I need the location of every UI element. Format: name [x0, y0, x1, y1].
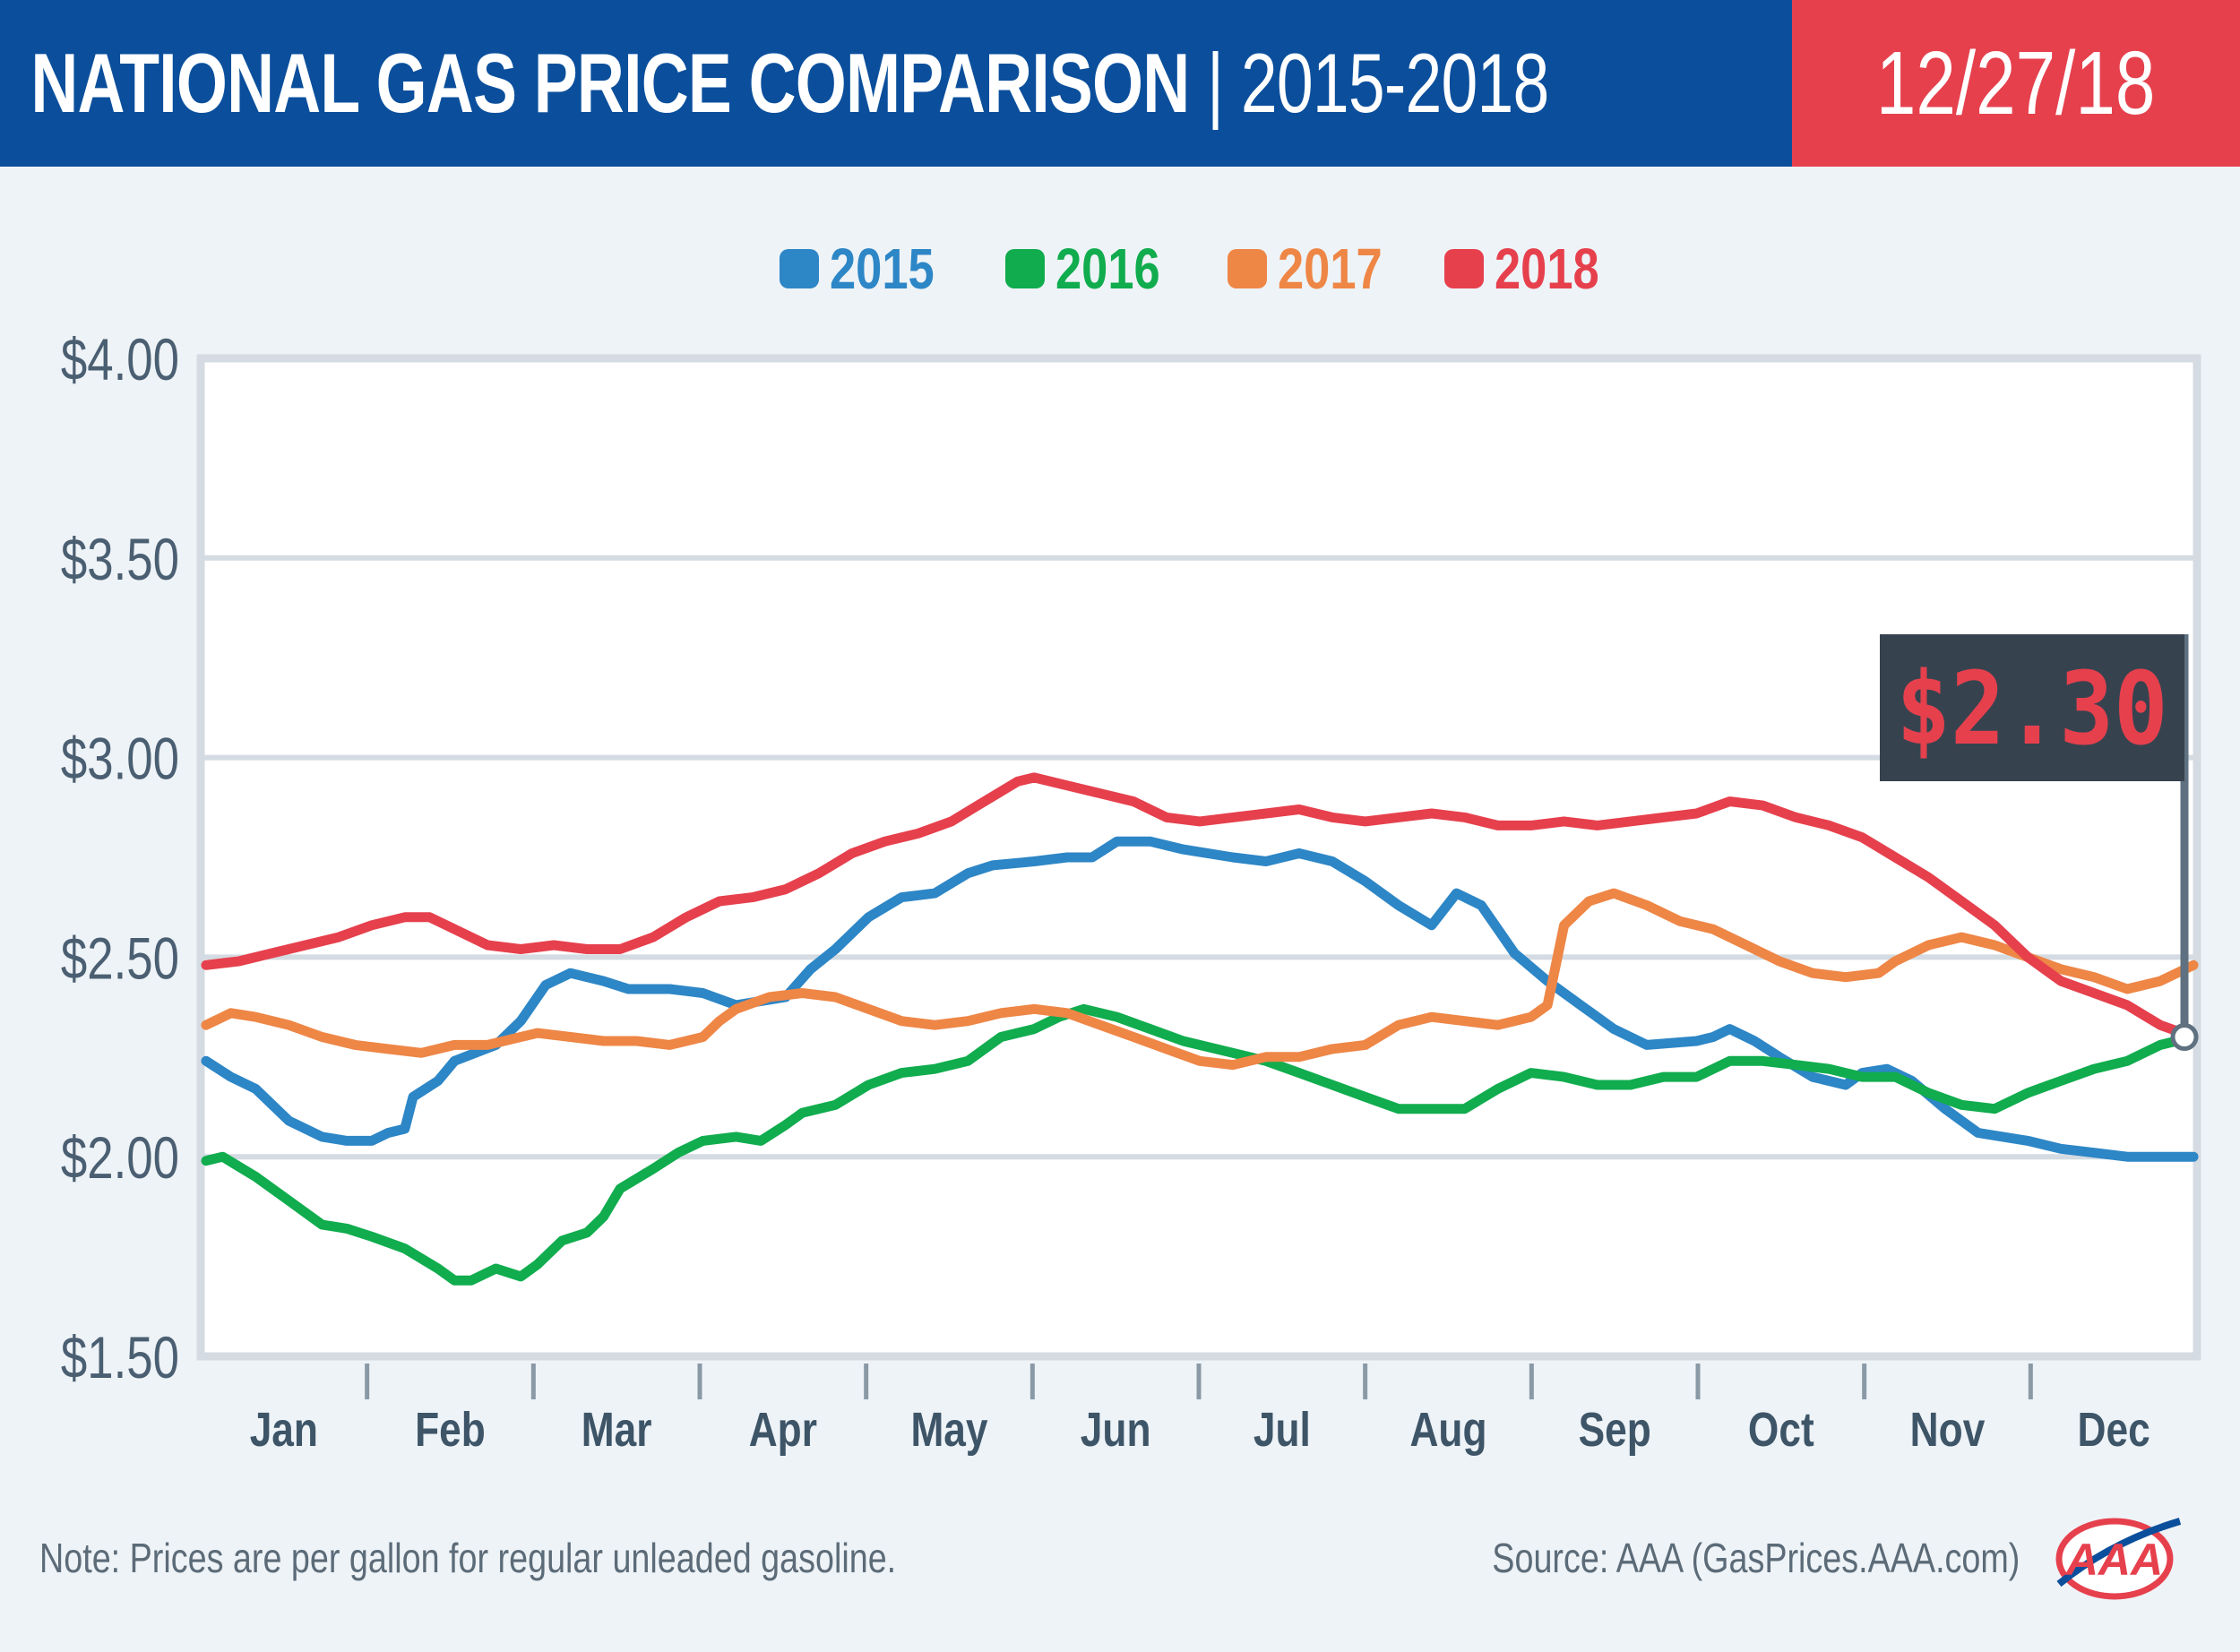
- title-main: NATIONAL GAS PRICE COMPARISON: [30, 36, 1190, 130]
- callout-box: [1880, 634, 2184, 781]
- legend-label: 2015: [830, 237, 935, 301]
- source-link[interactable]: Source: AAA (GasPrices.AAA.com): [1491, 1535, 2020, 1581]
- x-tick-label: Jul: [1254, 1403, 1311, 1457]
- aaa-logo: AAA: [2055, 1518, 2182, 1600]
- callout-marker: [2170, 1023, 2199, 1052]
- page-title: NATIONAL GAS PRICE COMPARISON | 2015-201…: [0, 35, 1549, 132]
- legend-label: 2017: [1278, 237, 1383, 301]
- legend-item-2016[interactable]: 2016: [1005, 237, 1160, 301]
- legend-item-2015[interactable]: 2015: [780, 237, 935, 301]
- y-tick-label: $3.50: [61, 526, 179, 592]
- series-lines: [201, 772, 2199, 1286]
- price-callout: $2.30: [1880, 634, 2199, 1052]
- x-tick-label: Oct: [1748, 1403, 1814, 1457]
- legend-swatch: [1228, 249, 1267, 288]
- legend-item-2018[interactable]: 2018: [1444, 237, 1599, 301]
- header-banner: NATIONAL GAS PRICE COMPARISON | 2015-201…: [0, 0, 2240, 167]
- series-line-2016: [201, 1003, 2199, 1286]
- x-tick-label: Jun: [1081, 1403, 1151, 1457]
- series-line-2018: [201, 772, 2199, 1042]
- legend-label: 2018: [1495, 237, 1599, 301]
- x-tick-label: Sep: [1579, 1403, 1651, 1457]
- x-tick-label: Aug: [1409, 1403, 1486, 1457]
- y-tick-label: $1.50: [61, 1324, 179, 1390]
- footer-note: Note: Prices are per gallon for regular …: [39, 1535, 897, 1581]
- x-tick-label: May: [910, 1403, 988, 1457]
- gridlines: [201, 555, 2197, 1160]
- y-tick-label: $2.50: [61, 925, 179, 992]
- legend-swatch: [1005, 249, 1045, 288]
- y-tick-label: $3.00: [61, 726, 179, 792]
- legend-label: 2016: [1055, 237, 1160, 301]
- x-tick-label: Apr: [749, 1403, 817, 1457]
- chart-legend: 2015 2016 2017 2018: [780, 237, 1599, 301]
- x-tick-label: Jan: [250, 1403, 318, 1457]
- title-bar: NATIONAL GAS PRICE COMPARISON | 2015-201…: [0, 0, 1792, 167]
- legend-swatch: [780, 249, 819, 288]
- plot-area: [196, 354, 2201, 1361]
- y-tick-label: $2.00: [61, 1125, 179, 1192]
- x-tick-label: Mar: [582, 1403, 652, 1457]
- series-line-2015: [201, 836, 2199, 1162]
- legend-item-2017[interactable]: 2017: [1228, 237, 1383, 301]
- x-tick-label: Feb: [415, 1403, 486, 1457]
- x-tick-label: Nov: [1910, 1403, 1986, 1457]
- title-years: | 2015-2018: [1189, 36, 1549, 130]
- x-tick-label: Dec: [2078, 1403, 2150, 1457]
- date-bar: 12/27/18: [1792, 0, 2240, 167]
- aaa-logo-text: AAA: [2064, 1535, 2163, 1585]
- series-line-2017: [201, 888, 2199, 1071]
- x-axis: Jan Feb Mar Apr May Jun Jul Aug Sep Oct Nov Dec: [250, 1364, 2150, 1457]
- legend-swatch: [1444, 249, 1484, 288]
- y-tick-label: $4.00: [61, 326, 179, 392]
- y-axis: $1.50 $2.00 $2.50 $3.00 $3.50 $4.00: [61, 326, 179, 1390]
- date-label: 12/27/18: [1876, 32, 2156, 133]
- callout-value: $2.30: [1896, 651, 2167, 768]
